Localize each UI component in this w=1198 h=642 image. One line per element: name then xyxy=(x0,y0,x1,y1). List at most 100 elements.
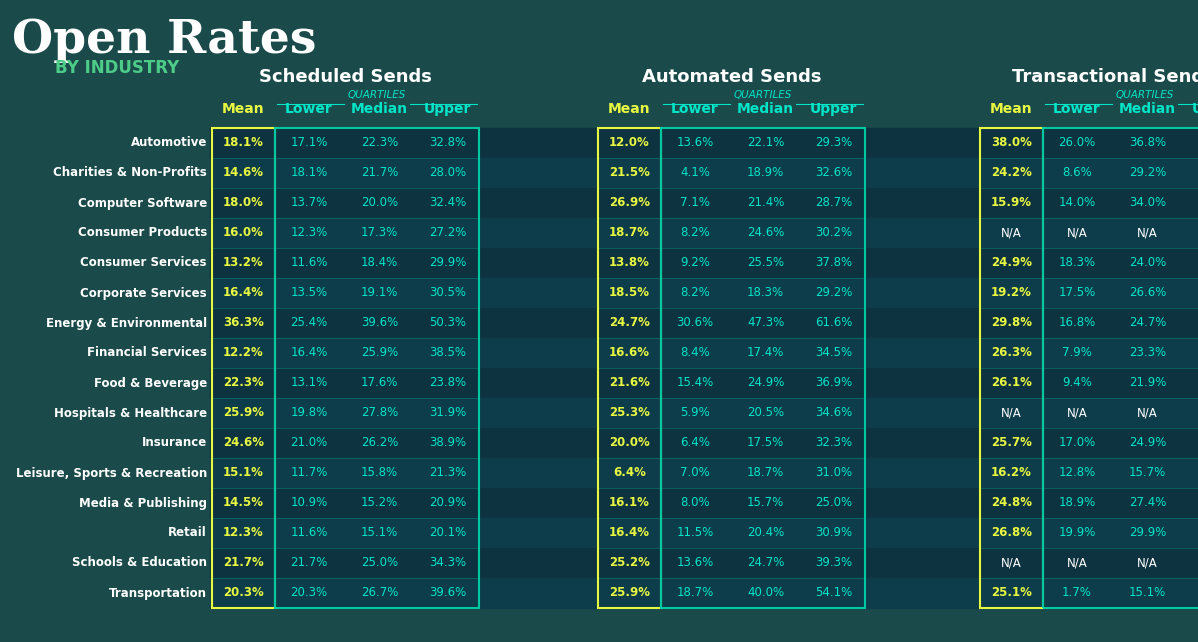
Text: 15.8%: 15.8% xyxy=(361,467,398,480)
Text: 22.3%: 22.3% xyxy=(223,376,264,390)
Text: 18.7%: 18.7% xyxy=(677,587,714,600)
Text: 16.8%: 16.8% xyxy=(1058,317,1096,329)
Text: 12.3%: 12.3% xyxy=(290,227,327,239)
Text: 30.5%: 30.5% xyxy=(429,286,466,300)
Text: N/A: N/A xyxy=(1066,557,1088,569)
Text: Open Rates: Open Rates xyxy=(12,17,316,63)
Text: 22.1%: 22.1% xyxy=(746,137,785,150)
Text: 8.2%: 8.2% xyxy=(680,227,710,239)
Text: 28.7%: 28.7% xyxy=(815,196,852,209)
Text: 1.7%: 1.7% xyxy=(1063,587,1091,600)
Text: 25.9%: 25.9% xyxy=(361,347,398,360)
Text: Leisure, Sports & Recreation: Leisure, Sports & Recreation xyxy=(16,467,207,480)
Text: Upper: Upper xyxy=(810,102,858,116)
Text: 16.4%: 16.4% xyxy=(290,347,328,360)
Text: N/A: N/A xyxy=(1002,227,1022,239)
Text: 25.4%: 25.4% xyxy=(290,317,327,329)
Text: 18.3%: 18.3% xyxy=(1059,257,1095,270)
Text: 24.6%: 24.6% xyxy=(223,437,264,449)
Text: 13.2%: 13.2% xyxy=(223,257,264,270)
Text: 25.0%: 25.0% xyxy=(815,496,852,510)
Text: 8.4%: 8.4% xyxy=(680,347,710,360)
Text: 13.1%: 13.1% xyxy=(290,376,327,390)
Text: 36.8%: 36.8% xyxy=(1129,137,1166,150)
Text: 15.1%: 15.1% xyxy=(1129,587,1166,600)
Text: 20.1%: 20.1% xyxy=(429,526,466,539)
Text: Media & Publishing: Media & Publishing xyxy=(79,496,207,510)
Text: 32.4%: 32.4% xyxy=(429,196,466,209)
Text: 26.0%: 26.0% xyxy=(1058,137,1096,150)
Text: 32.6%: 32.6% xyxy=(815,166,852,180)
Text: 30.2%: 30.2% xyxy=(815,227,852,239)
Text: Schools & Education: Schools & Education xyxy=(72,557,207,569)
Text: 24.6%: 24.6% xyxy=(746,227,785,239)
Text: 20.3%: 20.3% xyxy=(223,587,264,600)
Text: N/A: N/A xyxy=(1137,227,1158,239)
Text: Median: Median xyxy=(737,102,794,116)
Text: QUARTILES: QUARTILES xyxy=(1115,90,1174,100)
Text: 13.5%: 13.5% xyxy=(290,286,327,300)
Text: 20.3%: 20.3% xyxy=(290,587,327,600)
Text: 21.3%: 21.3% xyxy=(429,467,466,480)
Text: 29.8%: 29.8% xyxy=(991,317,1031,329)
Bar xyxy=(210,248,1198,278)
Text: 25.2%: 25.2% xyxy=(609,557,651,569)
Text: 16.6%: 16.6% xyxy=(609,347,651,360)
Text: 8.2%: 8.2% xyxy=(680,286,710,300)
Bar xyxy=(661,128,865,608)
Text: QUARTILES: QUARTILES xyxy=(347,90,406,100)
Text: 37.8%: 37.8% xyxy=(815,257,852,270)
Text: 16.1%: 16.1% xyxy=(609,496,651,510)
Text: 47.3%: 47.3% xyxy=(746,317,785,329)
Text: 18.9%: 18.9% xyxy=(1058,496,1096,510)
Text: 21.6%: 21.6% xyxy=(609,376,651,390)
Text: Transportation: Transportation xyxy=(109,587,207,600)
Text: 14.6%: 14.6% xyxy=(223,166,264,180)
Text: 8.0%: 8.0% xyxy=(680,496,709,510)
Text: 61.6%: 61.6% xyxy=(815,317,852,329)
Text: Computer Software: Computer Software xyxy=(78,196,207,209)
Text: 29.9%: 29.9% xyxy=(429,257,466,270)
Text: 25.7%: 25.7% xyxy=(991,437,1031,449)
Bar xyxy=(212,128,276,608)
Text: Mean: Mean xyxy=(222,102,265,116)
Text: 18.1%: 18.1% xyxy=(290,166,327,180)
Text: Mean: Mean xyxy=(991,102,1033,116)
Text: 29.9%: 29.9% xyxy=(1129,526,1166,539)
Text: 25.5%: 25.5% xyxy=(746,257,783,270)
Text: 15.7%: 15.7% xyxy=(746,496,785,510)
Text: 32.8%: 32.8% xyxy=(429,137,466,150)
Text: 21.7%: 21.7% xyxy=(290,557,328,569)
Text: N/A: N/A xyxy=(1066,406,1088,419)
Text: 24.7%: 24.7% xyxy=(609,317,651,329)
Text: 13.7%: 13.7% xyxy=(290,196,327,209)
Text: 15.7%: 15.7% xyxy=(1129,467,1166,480)
Text: 24.7%: 24.7% xyxy=(1129,317,1166,329)
Bar xyxy=(210,428,1198,458)
Text: Financial Services: Financial Services xyxy=(87,347,207,360)
Text: 17.0%: 17.0% xyxy=(1058,437,1096,449)
Text: 50.3%: 50.3% xyxy=(429,317,466,329)
Text: 13.8%: 13.8% xyxy=(609,257,651,270)
Text: 7.9%: 7.9% xyxy=(1063,347,1091,360)
Text: 34.3%: 34.3% xyxy=(429,557,466,569)
Bar xyxy=(210,578,1198,608)
Text: Lower: Lower xyxy=(285,102,333,116)
Text: Scheduled Sends: Scheduled Sends xyxy=(259,68,432,86)
Text: 21.7%: 21.7% xyxy=(223,557,264,569)
Text: 54.1%: 54.1% xyxy=(815,587,852,600)
Text: 27.2%: 27.2% xyxy=(429,227,466,239)
Text: 36.3%: 36.3% xyxy=(223,317,264,329)
Text: 21.0%: 21.0% xyxy=(290,437,327,449)
Text: N/A: N/A xyxy=(1137,406,1158,419)
Text: 14.0%: 14.0% xyxy=(1058,196,1096,209)
Text: Upper: Upper xyxy=(1192,102,1198,116)
Text: 25.0%: 25.0% xyxy=(361,557,398,569)
Text: 24.2%: 24.2% xyxy=(991,166,1031,180)
Bar xyxy=(210,398,1198,428)
Text: Insurance: Insurance xyxy=(141,437,207,449)
Text: 39.3%: 39.3% xyxy=(815,557,852,569)
Text: 15.2%: 15.2% xyxy=(361,496,398,510)
Text: Lower: Lower xyxy=(671,102,719,116)
Text: 18.4%: 18.4% xyxy=(361,257,398,270)
